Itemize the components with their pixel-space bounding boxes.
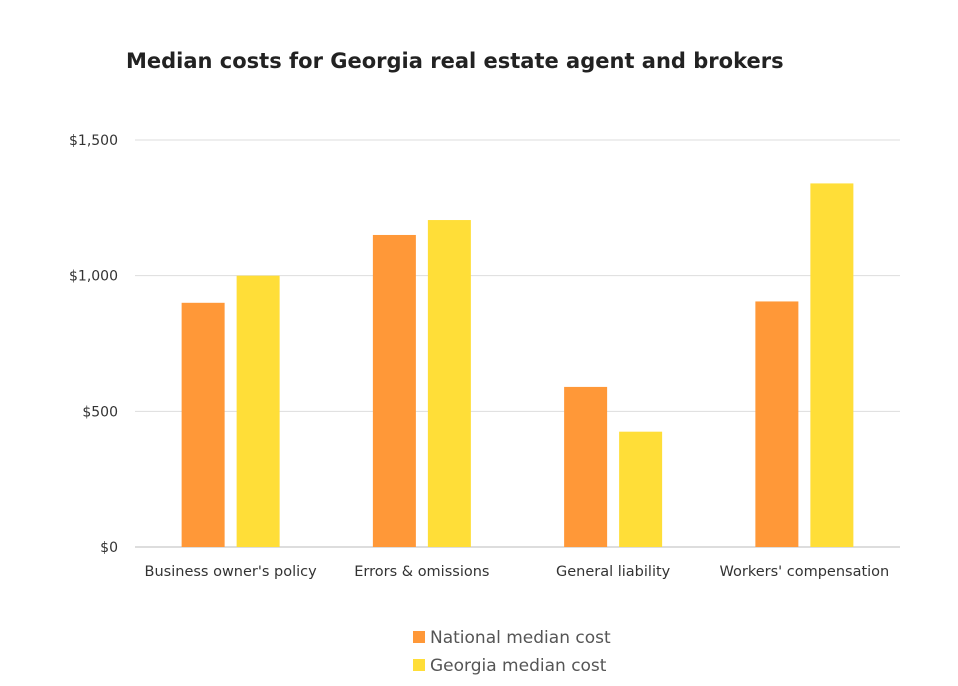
bar-georgia [619,431,663,547]
bar-national [181,302,225,547]
chart-title: Median costs for Georgia real estate age… [126,49,784,73]
y-tick-label: $500 [82,404,118,420]
bar-national [372,234,416,547]
bar-georgia [427,220,471,547]
y-tick-label: $0 [100,540,118,556]
bar-national [755,301,799,547]
legend-swatch [413,659,425,671]
legend-label: National median cost [430,628,611,648]
bar-georgia [810,183,854,547]
legend-label: Georgia median cost [430,656,607,676]
bar-georgia [236,275,280,547]
bar-national [564,386,608,547]
x-tick-label: Errors & omissions [354,564,489,580]
x-tick-label: Business owner's policy [145,564,318,580]
legend-swatch [413,631,425,643]
x-tick-label: Workers' compensation [720,564,890,580]
y-tick-label: $1,000 [69,269,118,285]
y-tick-label: $1,500 [69,133,118,149]
x-tick-label: General liability [556,564,671,580]
